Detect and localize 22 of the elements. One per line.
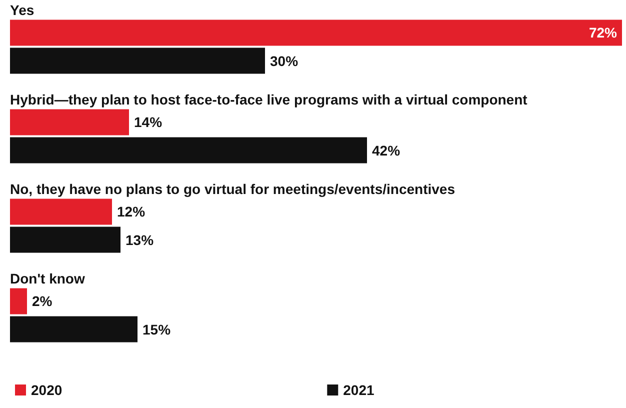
data-label: 72% bbox=[588, 24, 618, 41]
bar bbox=[10, 288, 27, 314]
data-label: 15% bbox=[142, 321, 172, 338]
legend-label: 2021 bbox=[343, 382, 375, 398]
data-label: 12% bbox=[117, 204, 146, 220]
data-label: 13% bbox=[126, 232, 154, 248]
data-label: 30% bbox=[270, 52, 299, 69]
data-label: 42% bbox=[372, 142, 401, 158]
bar bbox=[10, 226, 120, 253]
data-label: 2% bbox=[32, 293, 53, 310]
y-tick-label: Don't know bbox=[10, 270, 85, 286]
bar bbox=[10, 109, 129, 136]
bar bbox=[10, 198, 112, 225]
y-tick-label: Hybrid—they plan to host face-to-face live programs with a virtual component bbox=[10, 91, 528, 108]
bar bbox=[10, 137, 367, 164]
data-label: 14% bbox=[134, 114, 163, 130]
bar bbox=[10, 48, 265, 74]
y-tick-label: No, they have no plans to go virtual for meetings/events/incentives bbox=[10, 180, 456, 197]
bar bbox=[10, 20, 622, 46]
legend-label: 2020 bbox=[31, 382, 62, 398]
bar bbox=[10, 316, 138, 342]
y-tick-label: Yes bbox=[10, 2, 34, 18]
